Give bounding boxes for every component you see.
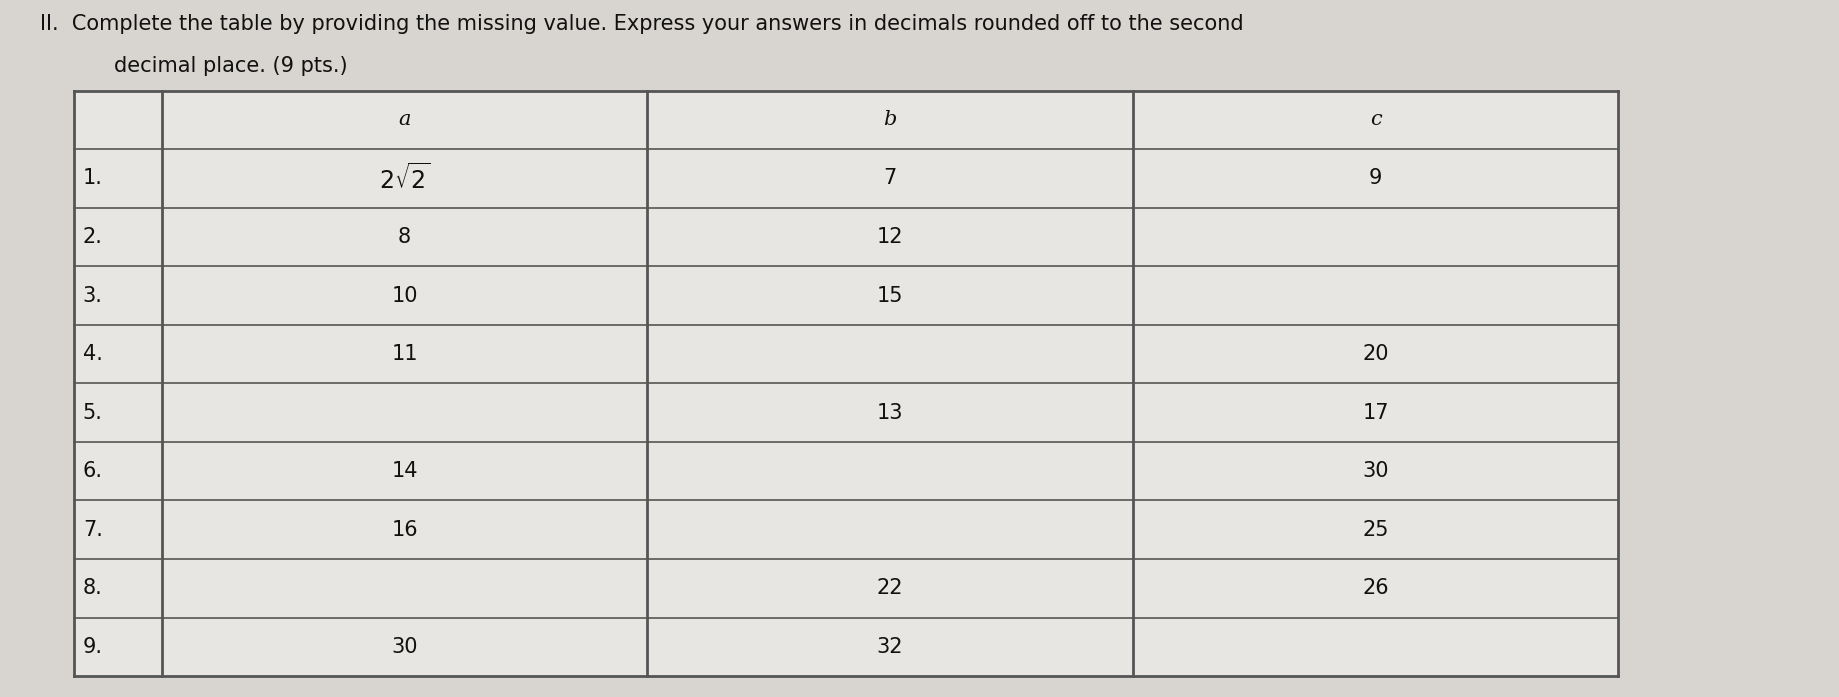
Text: a: a xyxy=(399,110,410,130)
Text: $2\sqrt{2}$: $2\sqrt{2}$ xyxy=(379,163,430,194)
Text: 7.: 7. xyxy=(83,520,103,539)
Text: 1.: 1. xyxy=(83,169,103,188)
Text: 6.: 6. xyxy=(83,461,103,481)
Text: 14: 14 xyxy=(392,461,417,481)
Text: 13: 13 xyxy=(877,403,903,422)
Text: 2.: 2. xyxy=(83,227,103,247)
Text: 16: 16 xyxy=(392,520,417,539)
Text: 25: 25 xyxy=(1363,520,1388,539)
Text: c: c xyxy=(1370,110,1381,130)
Text: 22: 22 xyxy=(877,579,903,598)
Text: b: b xyxy=(883,110,897,130)
Text: 26: 26 xyxy=(1363,579,1388,598)
Text: 8: 8 xyxy=(397,227,412,247)
Text: decimal place. (9 pts.): decimal place. (9 pts.) xyxy=(114,56,348,76)
Text: 9: 9 xyxy=(1368,169,1383,188)
Text: 20: 20 xyxy=(1363,344,1388,364)
Text: 8.: 8. xyxy=(83,579,103,598)
Text: 4.: 4. xyxy=(83,344,103,364)
Text: 30: 30 xyxy=(1363,461,1388,481)
Text: 3.: 3. xyxy=(83,286,103,305)
Text: 17: 17 xyxy=(1363,403,1388,422)
Text: 30: 30 xyxy=(392,637,417,657)
Text: 10: 10 xyxy=(392,286,417,305)
Text: 32: 32 xyxy=(877,637,903,657)
Text: 5.: 5. xyxy=(83,403,103,422)
Text: 11: 11 xyxy=(392,344,417,364)
Text: 9.: 9. xyxy=(83,637,103,657)
Text: 15: 15 xyxy=(877,286,903,305)
Text: II.  Complete the table by providing the missing value. Express your answers in : II. Complete the table by providing the … xyxy=(40,14,1243,34)
Text: 12: 12 xyxy=(877,227,903,247)
Text: 7: 7 xyxy=(883,169,897,188)
